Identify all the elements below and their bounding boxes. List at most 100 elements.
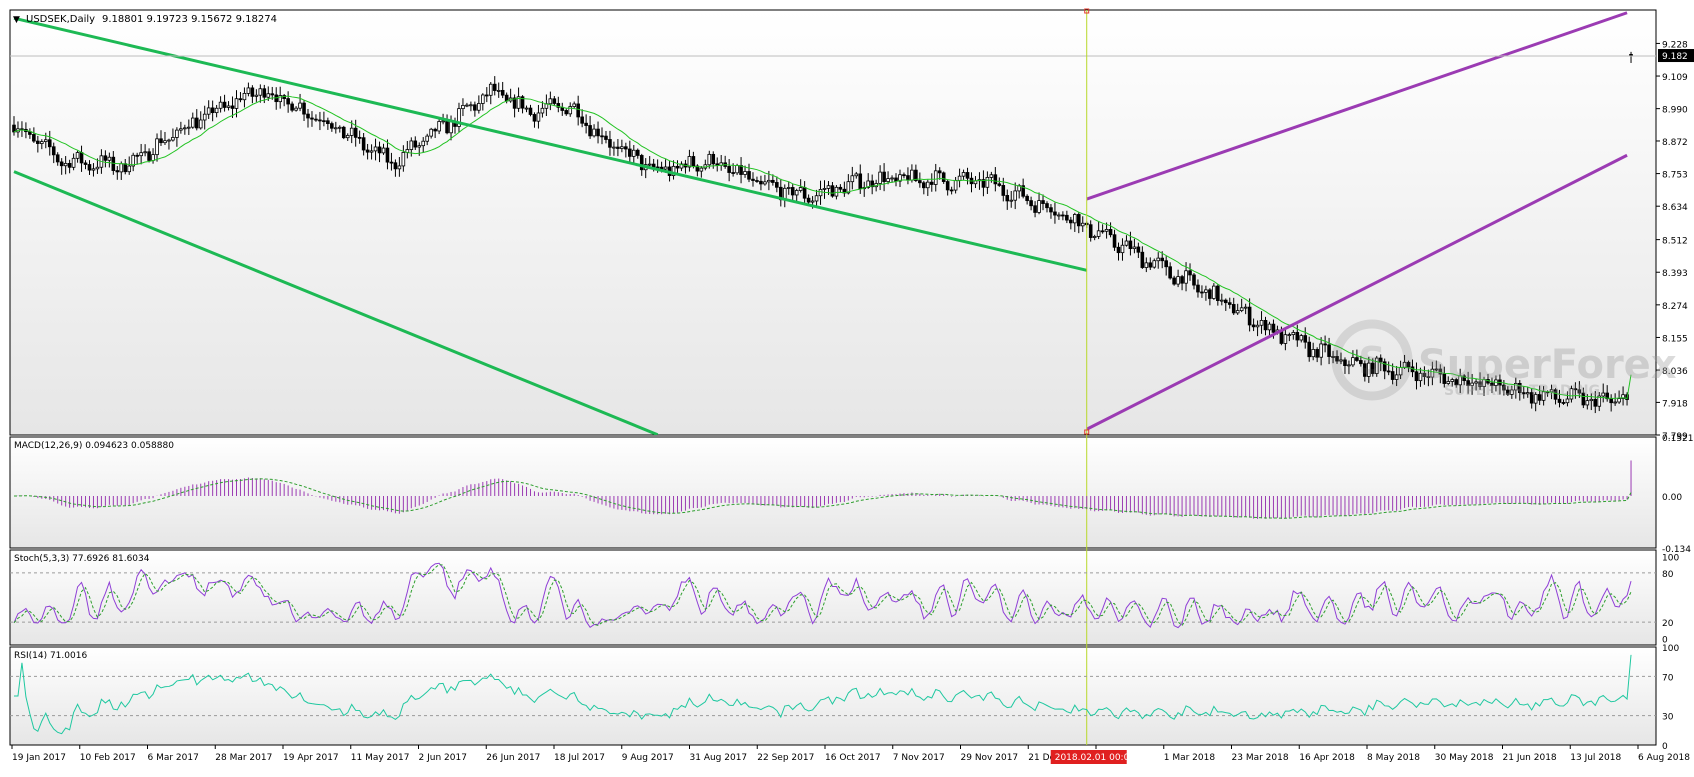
candle-body (1521, 392, 1526, 395)
candle-body (270, 93, 275, 96)
candle (254, 89, 259, 102)
candle-body (834, 186, 839, 197)
pane-background-1 (10, 437, 1656, 548)
candle (1510, 385, 1514, 399)
candle-body (1295, 332, 1300, 341)
candle-body (631, 149, 636, 157)
candle-body (794, 190, 799, 196)
candle-body (1128, 240, 1133, 250)
candle (628, 140, 632, 164)
candle (1080, 216, 1085, 232)
candle (1124, 235, 1129, 247)
candle (1295, 324, 1300, 347)
candle-body (1132, 246, 1137, 250)
candle (1323, 335, 1327, 353)
candle (1593, 391, 1598, 414)
candles (12, 51, 1633, 414)
candle-body (1382, 361, 1387, 372)
candle (1243, 303, 1248, 315)
candle-body (1474, 381, 1478, 384)
candle (1359, 355, 1363, 367)
candle (1363, 360, 1367, 382)
candle (1255, 320, 1260, 337)
candle-body (59, 161, 64, 167)
candle-body (147, 151, 151, 161)
candle-body (334, 127, 338, 130)
candle (314, 114, 318, 122)
candle (1438, 364, 1443, 384)
candle (1470, 373, 1474, 395)
candle (1096, 221, 1101, 240)
candle (1335, 350, 1339, 364)
candle-body (647, 163, 652, 166)
candle-body (119, 163, 124, 173)
macd-tick-label: -0.134 (1662, 545, 1691, 555)
candle (1053, 202, 1057, 224)
candle (882, 163, 886, 192)
candle (1227, 297, 1232, 309)
candle (1025, 194, 1029, 205)
candle-body (1104, 229, 1109, 232)
candle (592, 124, 596, 138)
candle (1414, 362, 1419, 390)
candle-body (1414, 371, 1419, 382)
candle-body (524, 107, 529, 110)
candle-body (12, 124, 16, 133)
candle (755, 176, 759, 183)
candle (524, 105, 529, 113)
candle (1478, 372, 1482, 390)
candle (59, 158, 64, 175)
candle-body (1581, 392, 1586, 406)
candle-body (441, 120, 445, 123)
candle-body (731, 172, 735, 174)
candle (349, 120, 354, 144)
candle (1120, 238, 1125, 261)
candle (1172, 275, 1176, 286)
candle-body (1359, 360, 1363, 365)
candle (775, 176, 779, 193)
candle (925, 179, 930, 196)
stoch-tick-label: 0 (1662, 635, 1668, 645)
candle-body (484, 94, 489, 97)
price-tick-label: 8.872 (1662, 138, 1688, 148)
price-tick-label: 8.155 (1662, 334, 1688, 344)
candle-body (866, 180, 871, 188)
candle-body (115, 170, 120, 173)
candle (727, 159, 731, 182)
candle (457, 102, 461, 133)
candle-body (1216, 285, 1220, 301)
candle-body (941, 172, 946, 182)
candle (194, 109, 199, 131)
candle (536, 104, 541, 129)
candle (1108, 222, 1113, 238)
candle-body (747, 171, 751, 180)
candle (1088, 220, 1093, 242)
candle-body (1573, 388, 1578, 391)
candle-body (1009, 199, 1014, 202)
price-tick-label: 8.036 (1662, 367, 1688, 377)
candle (743, 165, 747, 178)
candle-body (1617, 398, 1621, 403)
candle (159, 130, 163, 146)
candle (1577, 381, 1582, 398)
candle (918, 172, 922, 188)
candle-body (1537, 394, 1542, 401)
collapse-arrow-icon[interactable]: ▼ (13, 15, 20, 25)
candle-body (759, 180, 763, 185)
candle-body (639, 155, 644, 171)
candle (135, 152, 139, 165)
candle (846, 174, 851, 195)
candle-body (767, 179, 771, 183)
candle-body (1569, 388, 1574, 400)
candle-body (361, 137, 366, 151)
time-tick-label: 6 Aug 2018 (1638, 753, 1690, 763)
time-tick-label: 19 Jan 2017 (12, 753, 66, 763)
candle-body (302, 102, 306, 115)
candle-body (918, 180, 922, 184)
price-tick-label: 9.228 (1662, 40, 1688, 50)
stoch-tick-label: 80 (1662, 570, 1674, 580)
candle-body (1378, 357, 1383, 363)
candle (1029, 196, 1033, 211)
